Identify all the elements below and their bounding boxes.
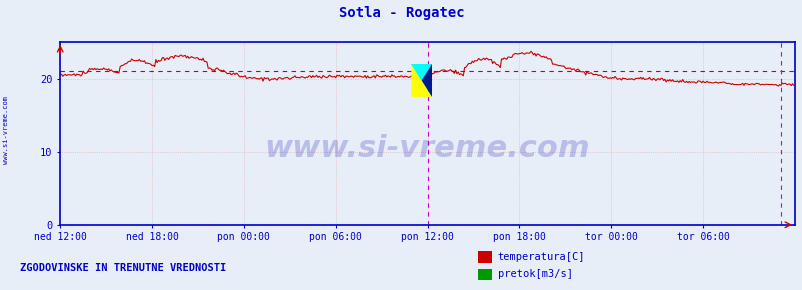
Polygon shape <box>411 64 431 97</box>
Text: temperatura[C]: temperatura[C] <box>497 252 585 262</box>
Text: pretok[m3/s]: pretok[m3/s] <box>497 269 572 279</box>
Text: ZGODOVINSKE IN TRENUTNE VREDNOSTI: ZGODOVINSKE IN TRENUTNE VREDNOSTI <box>20 263 226 273</box>
Text: Sotla - Rogatec: Sotla - Rogatec <box>338 6 464 20</box>
Polygon shape <box>411 64 431 97</box>
Text: www.si-vreme.com: www.si-vreme.com <box>3 97 10 164</box>
Text: www.si-vreme.com: www.si-vreme.com <box>265 133 589 162</box>
Polygon shape <box>421 64 431 97</box>
